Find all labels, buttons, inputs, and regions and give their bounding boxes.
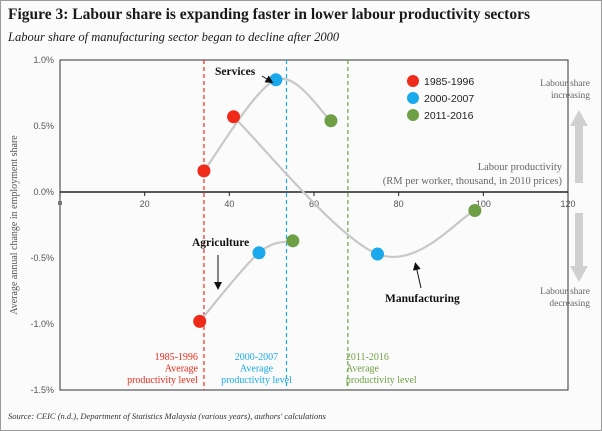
point-services-2000-2007 bbox=[269, 73, 283, 87]
point-services-2011-2016 bbox=[324, 114, 338, 128]
side-label-increasing: Labour share bbox=[540, 79, 590, 89]
reference-label-2011-2016: 2011-2016 bbox=[346, 352, 389, 363]
reference-label-1985-1996: Average bbox=[165, 364, 199, 375]
legend-dot-1985-1996 bbox=[407, 75, 419, 87]
up-block-arrow bbox=[570, 110, 588, 183]
point-manufacturing-2000-2007 bbox=[371, 247, 384, 261]
x-tick-label: 80 bbox=[394, 199, 404, 209]
legend-dot-2011-2016 bbox=[407, 109, 419, 121]
x-tick-label: 40 bbox=[224, 199, 234, 209]
x-tick-label: 100 bbox=[476, 199, 491, 209]
y-tick-label: -0.5% bbox=[30, 253, 54, 263]
x-axis-label-line1: Labour productivity bbox=[478, 162, 563, 173]
point-agriculture-2000-2007 bbox=[252, 246, 266, 260]
x-tick-zero-marker bbox=[58, 201, 62, 205]
point-services-1985-1996 bbox=[197, 164, 211, 178]
reference-label-1985-1996: productivity level bbox=[127, 375, 198, 386]
y-tick-label: 0.5% bbox=[33, 121, 54, 131]
trail-services bbox=[203, 77, 332, 172]
legend-dot-2000-2007 bbox=[407, 92, 419, 104]
reference-label-2011-2016: productivity level bbox=[346, 375, 417, 386]
figure-subtitle: Labour share of manufacturing sector beg… bbox=[8, 30, 340, 44]
legend-label-2000-2007: 2000-2007 bbox=[424, 93, 474, 105]
reference-label-2000-2007: Average bbox=[240, 364, 274, 375]
reference-label-2011-2016: Average bbox=[346, 364, 380, 375]
y-tick-label: -1.5% bbox=[30, 385, 54, 395]
sector-label-services: Services bbox=[215, 66, 256, 78]
figure-title: Figure 3: Labour share is expanding fast… bbox=[8, 6, 531, 23]
side-label-increasing: increasing bbox=[551, 91, 590, 101]
sector-arrow-manufacturing bbox=[412, 262, 422, 289]
plot-area bbox=[59, 59, 569, 391]
point-manufacturing-1985-1996 bbox=[227, 110, 241, 124]
reference-label-2000-2007: 2000-2007 bbox=[235, 352, 278, 363]
side-label-decreasing: Labour share bbox=[540, 287, 590, 297]
x-tick-label: 120 bbox=[560, 199, 575, 209]
trail-agriculture bbox=[198, 239, 294, 323]
point-agriculture-1985-1996 bbox=[193, 314, 207, 328]
x-axis-label-line2: (RM per worker, thousand, in 2010 prices… bbox=[383, 176, 563, 187]
down-block-arrow bbox=[570, 213, 588, 282]
reference-label-1985-1996: 1985-1996 bbox=[155, 352, 198, 363]
y-tick-label: -1.0% bbox=[30, 319, 54, 329]
sector-label-manufacturing: Manufacturing bbox=[385, 293, 460, 305]
point-manufacturing-2011-2016 bbox=[468, 203, 482, 217]
legend-label-2011-2016: 2011-2016 bbox=[424, 110, 474, 122]
y-tick-label: 1.0% bbox=[33, 55, 54, 65]
source-note: Source: CEIC (n.d.), Department of Stati… bbox=[8, 411, 326, 421]
x-tick-label: 20 bbox=[140, 199, 150, 209]
sector-arrow-services bbox=[261, 75, 274, 84]
legend-label-1985-1996: 1985-1996 bbox=[424, 76, 474, 88]
point-agriculture-2011-2016 bbox=[286, 234, 300, 248]
y-axis-label: Average annual change in employment shar… bbox=[9, 135, 20, 315]
reference-label-2000-2007: productivity level bbox=[221, 375, 292, 386]
y-tick-label: 0.0% bbox=[33, 187, 54, 197]
sector-label-agriculture: Agriculture bbox=[192, 237, 249, 249]
side-label-decreasing: decreasing bbox=[549, 299, 590, 309]
